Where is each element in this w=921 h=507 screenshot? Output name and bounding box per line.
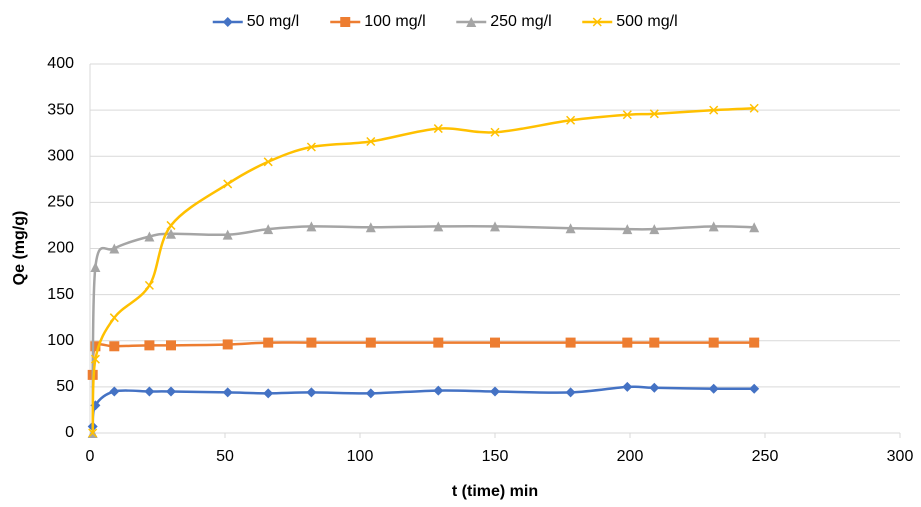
- marker: [109, 313, 119, 323]
- series-line: [91, 341, 755, 375]
- series-line: [91, 224, 755, 434]
- marker: [223, 179, 233, 189]
- marker: [263, 224, 274, 235]
- marker: [433, 124, 443, 134]
- marker: [622, 337, 633, 348]
- y-tick-label: 300: [47, 147, 74, 164]
- marker: [708, 221, 719, 232]
- marker: [622, 224, 633, 235]
- marker: [749, 103, 759, 113]
- marker: [749, 337, 760, 348]
- marker: [109, 386, 120, 397]
- legend-label: 50 mg/l: [247, 13, 299, 30]
- marker: [144, 231, 155, 242]
- marker: [90, 261, 101, 272]
- series-line: [91, 107, 755, 434]
- marker: [708, 337, 719, 348]
- marker: [649, 109, 659, 119]
- marker: [622, 381, 633, 392]
- marker: [565, 223, 576, 234]
- marker: [263, 388, 274, 399]
- y-tick-label: 350: [47, 101, 74, 118]
- y-tick-label: 200: [47, 240, 74, 257]
- marker: [109, 243, 120, 254]
- marker: [565, 337, 576, 348]
- x-tick-label: 200: [617, 448, 644, 465]
- legend-label: 100 mg/l: [364, 13, 425, 30]
- marker: [144, 386, 155, 397]
- marker: [306, 142, 316, 152]
- marker: [365, 388, 376, 399]
- marker: [90, 341, 101, 352]
- marker: [263, 337, 274, 348]
- marker: [222, 339, 233, 350]
- x-tick-label: 50: [216, 448, 234, 465]
- x-axis-title: t (time) min: [452, 483, 538, 500]
- y-tick-label: 150: [47, 286, 74, 303]
- series-line: [91, 385, 755, 427]
- marker: [433, 221, 444, 232]
- marker: [490, 386, 500, 397]
- marker: [109, 341, 120, 352]
- marker: [222, 17, 233, 27]
- marker: [708, 383, 719, 394]
- y-tick-label: 0: [65, 424, 74, 441]
- legend-label: 250 mg/l: [490, 13, 551, 30]
- marker: [90, 354, 100, 364]
- marker: [222, 229, 233, 240]
- marker: [466, 17, 477, 27]
- marker: [649, 382, 660, 393]
- marker: [222, 387, 233, 398]
- marker: [490, 337, 500, 348]
- x-tick-label: 100: [347, 448, 374, 465]
- marker: [166, 340, 176, 351]
- marker: [749, 222, 760, 233]
- marker: [649, 224, 660, 235]
- y-axis-title: Qe (mg/g): [11, 211, 28, 286]
- marker: [166, 228, 176, 239]
- marker: [144, 280, 154, 290]
- marker: [366, 136, 376, 147]
- marker: [144, 340, 155, 351]
- marker: [649, 337, 660, 348]
- marker: [490, 221, 500, 232]
- marker: [566, 115, 576, 125]
- marker: [166, 386, 176, 397]
- x-tick-label: 150: [482, 448, 509, 465]
- marker: [166, 220, 176, 230]
- marker: [749, 383, 760, 394]
- y-tick-label: 50: [56, 378, 74, 395]
- marker: [88, 428, 98, 438]
- marker: [306, 221, 317, 232]
- x-tick-label: 0: [86, 448, 95, 465]
- marker: [622, 110, 632, 120]
- x-tick-label: 300: [887, 448, 914, 465]
- marker: [565, 387, 576, 398]
- y-tick-label: 400: [47, 55, 74, 72]
- marker: [306, 337, 317, 348]
- marker: [365, 337, 376, 348]
- marker: [433, 337, 444, 348]
- legend-label: 500 mg/l: [616, 13, 677, 30]
- y-tick-label: 100: [47, 332, 74, 349]
- marker: [592, 17, 602, 27]
- marker: [433, 385, 444, 396]
- y-tick-label: 250: [47, 194, 74, 211]
- marker: [365, 222, 376, 233]
- marker: [340, 17, 351, 27]
- marker: [306, 387, 317, 398]
- x-tick-label: 250: [752, 448, 779, 465]
- marker: [263, 157, 273, 167]
- marker: [709, 105, 719, 115]
- marker: [490, 127, 500, 137]
